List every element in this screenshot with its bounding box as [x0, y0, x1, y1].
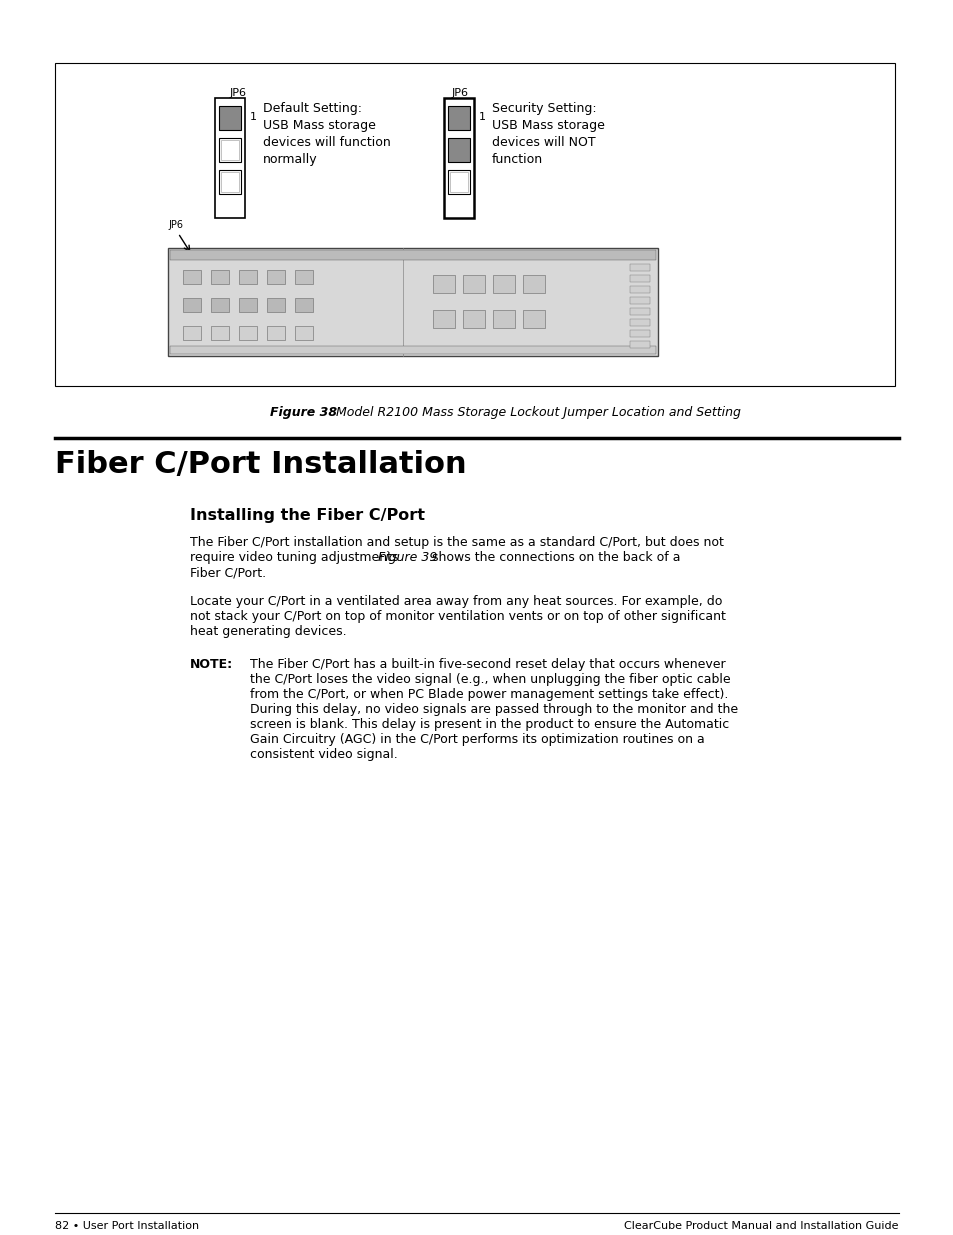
Text: JP6: JP6 [451, 88, 468, 98]
Bar [211, 270, 229, 284]
Bar [219, 138, 241, 162]
Bar [267, 326, 285, 340]
Bar [462, 275, 484, 293]
Bar [629, 341, 649, 348]
Text: USB Mass storage: USB Mass storage [492, 119, 604, 132]
Bar [629, 296, 649, 304]
Text: Fiber C/Port Installation: Fiber C/Port Installation [55, 450, 466, 479]
Text: Gain Circuitry (AGC) in the C/Port performs its optimization routines on a: Gain Circuitry (AGC) in the C/Port perfo… [250, 734, 704, 746]
Text: Figure 39: Figure 39 [377, 551, 436, 564]
Text: Figure 38: Figure 38 [270, 406, 336, 419]
Bar [183, 326, 201, 340]
Text: devices will function: devices will function [263, 136, 391, 149]
Bar [267, 298, 285, 312]
Bar [629, 319, 649, 326]
Bar [214, 98, 245, 219]
Bar [629, 287, 649, 293]
Bar [294, 270, 313, 284]
Text: screen is blank. This delay is present in the product to ensure the Automatic: screen is blank. This delay is present i… [250, 718, 728, 731]
Text: Security Setting:: Security Setting: [492, 103, 596, 115]
Bar [267, 270, 285, 284]
Bar [294, 326, 313, 340]
Bar [211, 326, 229, 340]
Text: not stack your C/Port on top of monitor ventilation vents or on top of other sig: not stack your C/Port on top of monitor … [190, 610, 725, 622]
Bar [221, 172, 239, 191]
Text: Locate your C/Port in a ventilated area away from any heat sources. For example,: Locate your C/Port in a ventilated area … [190, 595, 721, 608]
Bar [450, 172, 468, 191]
Text: Default Setting:: Default Setting: [263, 103, 361, 115]
Bar [629, 308, 649, 315]
Text: JP6: JP6 [168, 220, 183, 230]
Bar [211, 298, 229, 312]
Bar [433, 275, 455, 293]
Bar [239, 298, 256, 312]
Bar [629, 275, 649, 282]
Text: devices will NOT: devices will NOT [492, 136, 595, 149]
Text: Installing the Fiber C/Port: Installing the Fiber C/Port [190, 508, 424, 522]
Text: consistent video signal.: consistent video signal. [250, 748, 397, 761]
Bar [183, 270, 201, 284]
Text: 1: 1 [250, 112, 256, 122]
Text: USB Mass storage: USB Mass storage [263, 119, 375, 132]
Bar [239, 270, 256, 284]
Bar [294, 298, 313, 312]
Bar [443, 98, 474, 219]
Bar [55, 63, 894, 387]
Text: the C/Port loses the video signal (e.g., when unplugging the fiber optic cable: the C/Port loses the video signal (e.g.,… [250, 673, 730, 685]
Text: from the C/Port, or when PC Blade power management settings take effect).: from the C/Port, or when PC Blade power … [250, 688, 727, 701]
Text: The Fiber C/Port installation and setup is the same as a standard C/Port, but do: The Fiber C/Port installation and setup … [190, 536, 723, 550]
Text: shows the connections on the back of a: shows the connections on the back of a [428, 551, 679, 564]
Bar [493, 275, 515, 293]
Text: heat generating devices.: heat generating devices. [190, 625, 346, 638]
Text: JP6: JP6 [230, 88, 246, 98]
Text: During this delay, no video signals are passed through to the monitor and the: During this delay, no video signals are … [250, 703, 738, 716]
Bar [219, 170, 241, 194]
Text: require video tuning adjustments.: require video tuning adjustments. [190, 551, 406, 564]
Bar [448, 106, 470, 130]
Bar [448, 138, 470, 162]
Bar [433, 310, 455, 329]
Bar [239, 326, 256, 340]
Bar [522, 310, 544, 329]
Bar [493, 310, 515, 329]
Bar [183, 298, 201, 312]
Bar [462, 310, 484, 329]
Bar [170, 346, 656, 354]
Text: function: function [492, 153, 542, 165]
Bar [629, 330, 649, 337]
Text: NOTE:: NOTE: [190, 658, 233, 671]
Text: Model R2100 Mass Storage Lockout Jumper Location and Setting: Model R2100 Mass Storage Lockout Jumper … [328, 406, 740, 419]
Text: The Fiber C/Port has a built-in five-second reset delay that occurs whenever: The Fiber C/Port has a built-in five-sec… [250, 658, 725, 671]
Text: Fiber C/Port.: Fiber C/Port. [190, 566, 266, 579]
Text: 1: 1 [478, 112, 485, 122]
Bar [170, 249, 656, 261]
Bar [221, 140, 239, 161]
Bar [629, 264, 649, 270]
Bar [522, 275, 544, 293]
Bar [448, 170, 470, 194]
Bar [219, 106, 241, 130]
Text: ClearCube Product Manual and Installation Guide: ClearCube Product Manual and Installatio… [624, 1221, 898, 1231]
Text: normally: normally [263, 153, 317, 165]
Bar [168, 248, 658, 356]
Text: 82 • User Port Installation: 82 • User Port Installation [55, 1221, 199, 1231]
